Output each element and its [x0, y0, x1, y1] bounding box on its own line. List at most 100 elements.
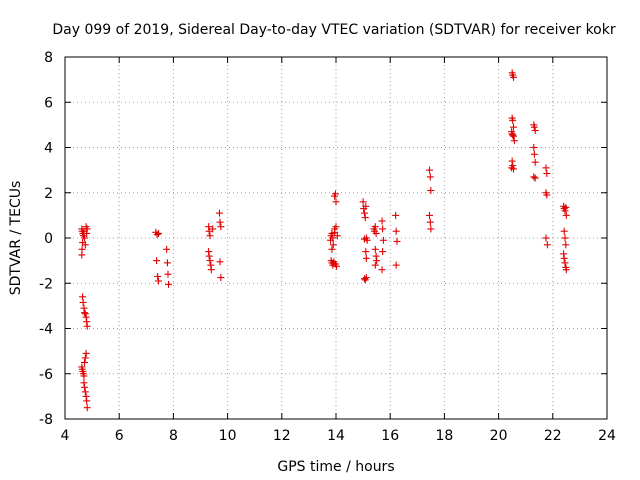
data-point — [561, 207, 569, 215]
data-point — [79, 298, 87, 306]
data-point — [81, 358, 89, 366]
data-point — [379, 225, 387, 233]
data-point — [81, 354, 89, 362]
data-point — [163, 259, 171, 267]
data-point — [542, 234, 550, 242]
data-point — [378, 217, 386, 225]
y-tick-label: 8 — [44, 50, 53, 66]
data-point — [83, 322, 91, 330]
data-point — [163, 245, 171, 253]
data-point — [530, 150, 538, 158]
data-point — [560, 227, 568, 235]
data-point — [392, 211, 400, 219]
y-tick-label: 0 — [44, 231, 53, 247]
data-point — [392, 261, 400, 269]
data-point — [154, 272, 162, 280]
data-point — [561, 259, 569, 267]
data-point — [216, 218, 224, 226]
plot-frame — [64, 56, 608, 420]
x-tick-label: 24 — [598, 428, 616, 444]
x-tick-label: 8 — [169, 428, 178, 444]
y-tick-label: 6 — [44, 95, 53, 111]
data-point — [81, 309, 89, 317]
data-point — [331, 228, 339, 236]
chart-title: Day 099 of 2019, Sidereal Day-to-day VTE… — [52, 22, 615, 38]
data-point — [530, 144, 538, 151]
y-tick-label: -2 — [39, 276, 53, 292]
data-point — [81, 383, 89, 391]
data-point — [81, 310, 89, 318]
data-point — [560, 254, 568, 262]
data-point — [205, 227, 213, 235]
data-point — [530, 123, 538, 131]
data-point — [379, 248, 387, 256]
y-tick-label: -6 — [39, 367, 53, 383]
x-tick-label: 16 — [381, 428, 399, 444]
data-point — [508, 164, 516, 172]
y-tick-label: -4 — [39, 322, 53, 338]
y-tick-label: 2 — [44, 186, 53, 202]
data-point — [153, 231, 161, 239]
data-point — [371, 245, 379, 253]
data-point — [78, 251, 86, 259]
data-point — [154, 277, 162, 285]
data-point — [206, 232, 214, 240]
data-point — [83, 225, 91, 233]
data-point — [215, 209, 223, 217]
data-point — [543, 170, 551, 178]
data-point — [362, 274, 370, 282]
data-point — [154, 229, 162, 237]
x-tick-label: 14 — [327, 428, 345, 444]
data-point — [373, 257, 381, 265]
data-point — [362, 254, 370, 262]
data-point — [543, 241, 551, 249]
data-point — [531, 127, 539, 135]
data-point — [217, 274, 225, 282]
data-point — [371, 223, 379, 231]
data-point — [360, 275, 368, 283]
data-point — [205, 252, 213, 260]
data-point — [426, 173, 434, 181]
data-point — [426, 218, 434, 226]
data-point — [531, 158, 539, 166]
data-point — [360, 209, 368, 217]
y-axis-title: SDTVAR / TECUs — [8, 181, 24, 296]
data-point — [542, 164, 550, 172]
data-point — [425, 211, 433, 219]
data-point — [362, 248, 370, 256]
data-point — [329, 234, 337, 242]
data-point — [393, 237, 401, 245]
data-point — [562, 241, 570, 249]
data-point — [362, 202, 370, 210]
data-point — [530, 173, 538, 181]
data-point — [510, 165, 518, 173]
data-point — [531, 174, 539, 182]
data-point — [562, 266, 570, 274]
data-point — [427, 225, 435, 233]
data-point — [360, 235, 368, 243]
data-point — [206, 257, 214, 265]
y-tick-label: 4 — [44, 141, 53, 157]
x-tick-label: 12 — [273, 428, 291, 444]
data-point — [216, 258, 224, 266]
data-point — [329, 241, 337, 249]
data-point — [83, 404, 91, 412]
data-point — [543, 191, 551, 199]
data-point — [153, 257, 161, 265]
data-point — [165, 280, 173, 288]
x-tick-label: 18 — [435, 428, 453, 444]
data-point — [510, 132, 518, 140]
data-point — [81, 388, 89, 396]
data-point — [509, 131, 517, 139]
data-points — [78, 69, 570, 412]
x-tick-label: 20 — [490, 428, 508, 444]
data-point — [371, 261, 379, 269]
data-point — [562, 211, 570, 219]
data-point — [361, 214, 369, 222]
data-point — [164, 270, 172, 278]
data-point — [332, 223, 340, 231]
data-point — [561, 234, 569, 242]
data-point — [80, 372, 88, 380]
data-point — [328, 245, 336, 253]
